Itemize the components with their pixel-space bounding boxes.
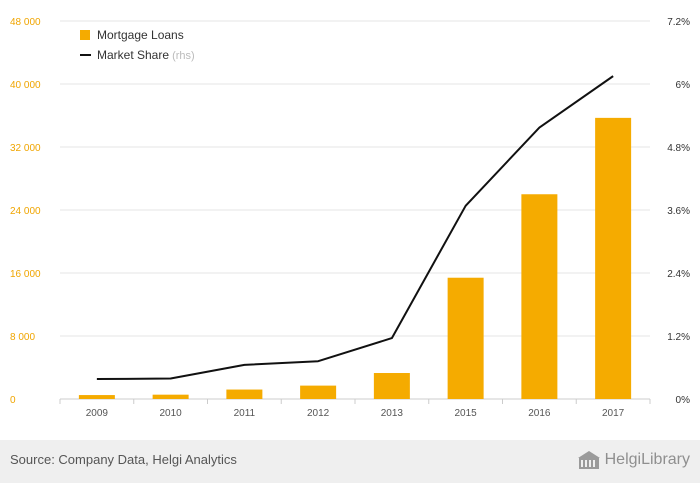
bar-mortgage-loans: [373, 373, 410, 399]
bar-mortgage-loans: [521, 194, 558, 399]
combo-chart: 0 8 000 16 000 24 000 32 000 40 000 48 000 0% 1.…: [10, 17, 691, 419]
legend-swatch-mortgage-loans: [80, 30, 90, 40]
footer-bar: Source: Company Data, Helgi Analytics He…: [0, 440, 700, 483]
y-right-tick-label: 4.8%: [667, 143, 690, 154]
y-right-tick-label: 2.4%: [667, 269, 690, 280]
bar-mortgage-loans: [226, 389, 263, 399]
brand-logo: HelgiLibrary: [577, 449, 690, 471]
y-right-tick-label: 0%: [676, 395, 691, 406]
x-tick-label: 2017: [602, 408, 625, 419]
x-tick-label: 2013: [381, 408, 404, 419]
bar-mortgage-loans: [447, 277, 484, 399]
line-market-share: [96, 75, 614, 381]
source-note: Source: Company Data, Helgi Analytics: [10, 452, 237, 467]
y-left-tick-label: 0: [10, 395, 16, 406]
y-right-tick-label: 3.6%: [667, 206, 690, 217]
x-tick-label: 2009: [86, 408, 109, 419]
bar-mortgage-loans: [152, 394, 189, 399]
y-right-tick-label: 6%: [676, 80, 691, 91]
brand-name: HelgiLibrary: [604, 451, 690, 468]
y-left-tick-label: 32 000: [10, 143, 41, 154]
x-tick-label: 2012: [307, 408, 330, 419]
chart-container: 0 8 000 16 000 24 000 32 000 40 000 48 000 0% 1.…: [10, 17, 691, 419]
y-right-tick-label: 7.2%: [667, 17, 690, 28]
legend-suffix-rhs: (rhs): [169, 50, 195, 62]
y-right-tick-label: 1.2%: [667, 332, 690, 343]
library-building-icon: [577, 451, 600, 469]
legend-label-mortgage-loans: Mortgage Loans: [97, 28, 184, 42]
y-left-tick-label: 48 000: [10, 17, 41, 28]
bar-mortgage-loans: [300, 385, 337, 399]
x-tick-label: 2016: [528, 408, 551, 419]
legend-label-market-share: Market Share (rhs): [97, 48, 195, 62]
x-tick-label: 2011: [234, 408, 256, 419]
x-tick-label: 2015: [455, 408, 478, 419]
bar-mortgage-loans: [78, 395, 115, 399]
y-left-tick-label: 40 000: [10, 80, 41, 91]
y-left-tick-label: 16 000: [10, 269, 41, 280]
y-left-tick-label: 24 000: [10, 206, 41, 217]
bar-mortgage-loans: [595, 117, 632, 400]
x-tick-label: 2010: [160, 408, 183, 419]
y-left-tick-label: 8 000: [10, 332, 35, 343]
